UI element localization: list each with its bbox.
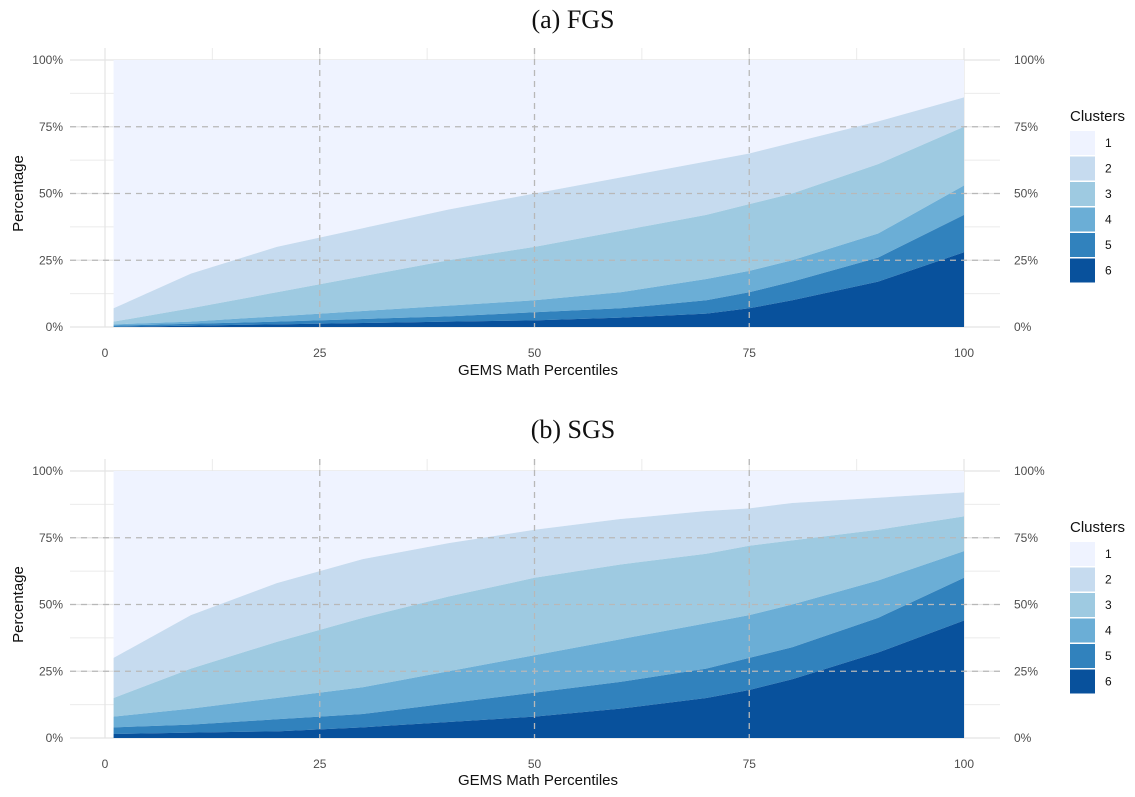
legend-label-cluster-3: 3 [1105, 598, 1112, 612]
area-cluster-5 [113, 577, 965, 734]
y-tick-label-right: 75% [1014, 531, 1038, 545]
legend-label-cluster-4: 4 [1105, 213, 1112, 227]
legend-label-cluster-1: 1 [1105, 136, 1112, 150]
area-cluster-6 [113, 252, 965, 327]
legend-swatch-cluster-5 [1070, 644, 1095, 668]
y-tick-label-left: 75% [39, 120, 63, 134]
legend-swatch-cluster-4 [1070, 207, 1095, 232]
y-tick-label-right: 75% [1014, 120, 1038, 134]
y-tick-label-left: 100% [32, 53, 63, 67]
chart-title: (b) SGS [531, 415, 616, 444]
area-cluster-2 [113, 492, 965, 698]
x-tick-label: 50 [528, 346, 542, 360]
y-tick-label-left: 75% [39, 531, 63, 545]
legend-swatch-cluster-6 [1070, 258, 1095, 283]
area-cluster-4 [113, 185, 965, 326]
chart-title: (a) FGS [531, 5, 614, 34]
y-tick-label-right: 50% [1014, 598, 1038, 612]
area-series-group [113, 60, 965, 327]
x-tick-label: 100 [954, 757, 974, 771]
x-tick-label: 100 [954, 346, 974, 360]
legend-swatch-cluster-2 [1070, 156, 1095, 181]
legend-label-cluster-6: 6 [1105, 264, 1112, 278]
legend: Clusters 1 2 3 4 5 6 [1070, 108, 1125, 283]
area-cluster-5 [113, 214, 965, 327]
chart-panel-sgs: (b) SGS 0% 0% 25% 25% 50% 50% 75% 75% 100% 100% 0 25… [0, 410, 1135, 792]
y-tick-label-left: 25% [39, 664, 63, 678]
area-cluster-2 [113, 97, 965, 322]
legend-swatch-cluster-5 [1070, 233, 1095, 257]
legend-label-cluster-6: 6 [1105, 675, 1112, 689]
legend-swatch-cluster-3 [1070, 593, 1095, 617]
y-tick-label-left: 100% [32, 464, 63, 478]
x-axis-title: GEMS Math Percentiles [458, 772, 618, 789]
y-tick-label-left: 50% [39, 187, 63, 201]
legend-swatch-cluster-6 [1070, 669, 1095, 694]
legend-swatch-cluster-2 [1070, 567, 1095, 592]
x-tick-label: 50 [528, 757, 542, 771]
legend-label-cluster-3: 3 [1105, 187, 1112, 201]
x-tick-label: 0 [102, 346, 109, 360]
y-tick-label-left: 50% [39, 598, 63, 612]
y-tick-label-right: 0% [1014, 731, 1032, 745]
area-cluster-6 [113, 620, 965, 738]
y-tick-label-right: 100% [1014, 464, 1045, 478]
y-tick-label-right: 25% [1014, 253, 1038, 267]
dashed-grid [70, 48, 1000, 327]
legend-label-cluster-5: 5 [1105, 649, 1112, 663]
area-cluster-3 [113, 126, 965, 325]
area-cluster-1 [113, 471, 965, 658]
x-tick-label: 75 [743, 757, 757, 771]
y-axis-title: Percentage [10, 566, 27, 643]
legend-label-cluster-2: 2 [1105, 162, 1112, 176]
legend: Clusters 1 2 3 4 5 6 [1070, 519, 1125, 694]
y-tick-label-right: 0% [1014, 320, 1032, 334]
legend-label-cluster-5: 5 [1105, 238, 1112, 252]
legend-swatch-cluster-1 [1070, 542, 1095, 566]
y-tick-label-left: 25% [39, 253, 63, 267]
area-cluster-3 [113, 516, 965, 717]
x-tick-label: 0 [102, 757, 109, 771]
legend-swatch-cluster-1 [1070, 131, 1095, 155]
x-axis-title: GEMS Math Percentiles [458, 362, 618, 379]
x-tick-label: 75 [743, 346, 757, 360]
area-series-group [113, 471, 965, 738]
x-tick-label: 25 [313, 757, 327, 771]
legend-swatch-cluster-4 [1070, 618, 1095, 643]
legend-title: Clusters [1070, 108, 1125, 125]
legend-swatch-cluster-3 [1070, 182, 1095, 206]
y-tick-label-left: 0% [46, 731, 64, 745]
x-tick-label: 25 [313, 346, 327, 360]
y-axis-title: Percentage [10, 155, 27, 232]
legend-label-cluster-2: 2 [1105, 573, 1112, 587]
dashed-grid [70, 459, 1000, 738]
area-cluster-1 [113, 60, 965, 309]
area-cluster-4 [113, 551, 965, 728]
y-tick-label-right: 50% [1014, 187, 1038, 201]
legend-title: Clusters [1070, 519, 1125, 536]
legend-label-cluster-4: 4 [1105, 624, 1112, 638]
y-tick-label-right: 100% [1014, 53, 1045, 67]
legend-label-cluster-1: 1 [1105, 547, 1112, 561]
chart-panel-fgs: (a) FGS 0% 0% 25% 25% 50% 50% 75% 75% 100% 100% 0 25… [0, 0, 1135, 390]
y-tick-label-left: 0% [46, 320, 64, 334]
y-tick-label-right: 25% [1014, 664, 1038, 678]
